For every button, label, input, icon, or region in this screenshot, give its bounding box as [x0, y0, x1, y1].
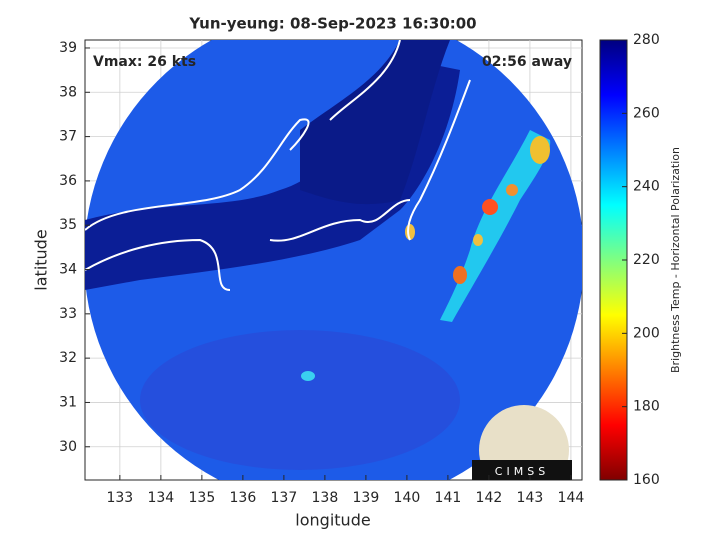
annotation: Vmax: 26 kts	[93, 54, 196, 70]
x-tick-label: 134	[147, 490, 174, 506]
logo-text: CIMSS	[495, 465, 549, 478]
y-axis-label: latitude	[32, 229, 51, 290]
y-tick-label: 34	[59, 262, 77, 278]
x-tick-label: 139	[353, 490, 380, 506]
logo: CIMSS	[472, 405, 572, 480]
y-tick-label: 32	[59, 350, 77, 366]
colorbar-tick-label: 200	[633, 325, 660, 341]
x-tick-label: 143	[517, 490, 544, 506]
x-tick-label: 135	[189, 490, 216, 506]
x-tick-label: 136	[230, 490, 257, 506]
chart-title: Yun-yeung: 08-Sep-2023 16:30:00	[188, 15, 476, 33]
annotation: 02:56 away	[482, 54, 572, 70]
colorbar-tick-label: 220	[633, 252, 660, 268]
colorbar-label: Brightness Temp - Horizontal Polarizatio…	[669, 147, 682, 373]
y-tick-label: 35	[59, 217, 77, 233]
x-tick-label: 141	[435, 490, 462, 506]
y-tick-label: 31	[59, 394, 77, 410]
x-tick-label: 144	[558, 490, 585, 506]
x-axis-label: longitude	[295, 511, 370, 530]
x-tick-label: 138	[312, 490, 339, 506]
x-tick-label: 137	[271, 490, 298, 506]
y-tick-label: 39	[59, 40, 77, 56]
colorbar-tick-label: 240	[633, 179, 660, 195]
x-tick-label: 133	[106, 490, 133, 506]
y-tick-label: 33	[59, 306, 77, 322]
colorbar-tick-label: 260	[633, 105, 660, 121]
colorbar-tick-label: 180	[633, 399, 660, 415]
y-tick-label: 38	[59, 84, 77, 100]
satellite-image: CIMSS	[85, 40, 582, 480]
colorbar-tick-label: 280	[633, 32, 660, 48]
x-tick-label: 142	[476, 490, 503, 506]
colorbar-tick-label: 160	[633, 472, 660, 488]
y-tick-label: 30	[59, 439, 77, 455]
y-tick-label: 37	[59, 129, 77, 145]
y-tick-label: 36	[59, 173, 77, 189]
x-tick-label: 140	[394, 490, 421, 506]
